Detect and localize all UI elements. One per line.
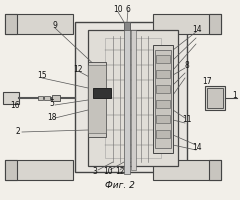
- Bar: [5, 160, 73, 180]
- Bar: [207, 88, 223, 108]
- Text: 18: 18: [47, 112, 57, 121]
- Text: 15: 15: [37, 71, 47, 79]
- Text: 1: 1: [233, 92, 237, 100]
- Bar: [156, 100, 170, 108]
- Text: 14: 14: [192, 25, 202, 34]
- Text: 2: 2: [16, 128, 20, 136]
- Text: 8: 8: [185, 60, 189, 70]
- Bar: [156, 70, 170, 78]
- Bar: [124, 22, 130, 174]
- Text: 9: 9: [53, 21, 57, 30]
- Bar: [209, 14, 221, 34]
- Bar: [156, 85, 170, 93]
- Bar: [156, 115, 170, 123]
- Bar: [75, 22, 187, 172]
- Bar: [105, 38, 161, 158]
- Bar: [88, 62, 106, 137]
- Text: 5: 5: [50, 98, 54, 108]
- Bar: [38, 96, 43, 100]
- Text: 12: 12: [115, 168, 125, 176]
- Text: 11: 11: [182, 116, 192, 124]
- Bar: [3, 92, 19, 104]
- Bar: [153, 45, 173, 153]
- Bar: [205, 86, 225, 110]
- Bar: [155, 50, 171, 148]
- Text: 17: 17: [202, 77, 212, 86]
- Bar: [44, 96, 50, 100]
- Bar: [124, 22, 130, 30]
- Bar: [156, 55, 170, 63]
- Bar: [5, 14, 17, 34]
- Bar: [52, 95, 60, 101]
- Bar: [88, 30, 178, 166]
- Text: 3: 3: [93, 168, 97, 176]
- Text: 12: 12: [73, 66, 83, 74]
- Bar: [153, 160, 221, 180]
- Bar: [156, 130, 170, 138]
- Text: Фиг. 2: Фиг. 2: [105, 180, 135, 190]
- Text: 16: 16: [10, 100, 20, 110]
- Text: 6: 6: [126, 4, 130, 14]
- Bar: [209, 160, 221, 180]
- Text: 10: 10: [103, 168, 113, 176]
- Bar: [131, 30, 136, 170]
- Bar: [93, 88, 111, 98]
- Text: 10: 10: [113, 4, 123, 14]
- Bar: [5, 160, 17, 180]
- Bar: [153, 14, 221, 34]
- Text: 14: 14: [192, 142, 202, 152]
- Bar: [88, 65, 106, 133]
- Bar: [5, 14, 73, 34]
